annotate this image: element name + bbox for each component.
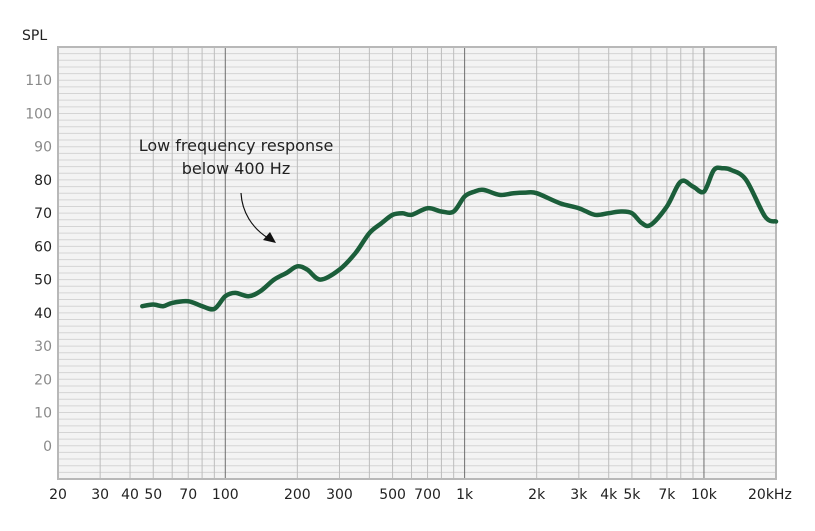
x-tick-label: 70 bbox=[179, 487, 197, 503]
y-tick-label: 110 bbox=[25, 73, 52, 89]
y-tick-label: 90 bbox=[34, 140, 52, 156]
x-tick-label: 3k bbox=[570, 487, 588, 503]
y-tick-label: 10 bbox=[34, 406, 52, 422]
y-axis-tick-labels: 0 10 20 30 40 50 60 70 80 90 100 110 bbox=[25, 73, 52, 455]
y-tick-label: 30 bbox=[34, 339, 52, 355]
x-tick-label: 7k bbox=[658, 487, 676, 503]
x-tick-label: 20 bbox=[49, 487, 67, 503]
x-tick-label: 700 bbox=[414, 487, 441, 503]
x-tick-label: 300 bbox=[326, 487, 353, 503]
x-tick-label: 1k bbox=[456, 487, 474, 503]
x-tick-label: 40 bbox=[121, 487, 139, 503]
annotation-line-2: below 400 Hz bbox=[182, 159, 290, 178]
y-tick-label: 0 bbox=[43, 439, 52, 455]
y-tick-label: 100 bbox=[25, 106, 52, 122]
series-line bbox=[140, 165, 779, 312]
y-tick-label: 50 bbox=[34, 273, 52, 289]
x-tick-label: 5k bbox=[623, 487, 641, 503]
plot-frame bbox=[57, 46, 777, 480]
y-tick-label: 40 bbox=[34, 306, 52, 322]
x-axis-tick-labels: 20 30 40 50 70 100 200 300 500 700 1k 2k 3k 4k 5k 7k 10k… bbox=[49, 487, 792, 503]
x-tick-label: 50 bbox=[144, 487, 162, 503]
y-tick-label: 20 bbox=[34, 372, 52, 388]
x-tick-label: 4k bbox=[600, 487, 618, 503]
x-tick-label: 100 bbox=[212, 487, 239, 503]
x-tick-label: 10k bbox=[691, 487, 718, 503]
y-tick-label: 70 bbox=[34, 206, 52, 222]
annotation-line-1: Low frequency response bbox=[139, 136, 334, 155]
plot-background bbox=[58, 47, 776, 479]
annotation-arrowhead-icon bbox=[263, 232, 276, 243]
annotation: Low frequency response below 400 Hz bbox=[139, 136, 334, 243]
y-axis-title: SPL bbox=[22, 28, 47, 44]
x-tick-label: 2k bbox=[528, 487, 546, 503]
x-tick-label: 500 bbox=[379, 487, 406, 503]
y-tick-label: 60 bbox=[34, 239, 52, 255]
y-tick-label: 80 bbox=[34, 173, 52, 189]
major-grid bbox=[224, 47, 705, 479]
x-tick-label: 30 bbox=[91, 487, 109, 503]
x-tick-label: 20kHz bbox=[748, 487, 792, 503]
x-tick-label: 200 bbox=[284, 487, 311, 503]
annotation-arrow-line bbox=[240, 192, 269, 239]
